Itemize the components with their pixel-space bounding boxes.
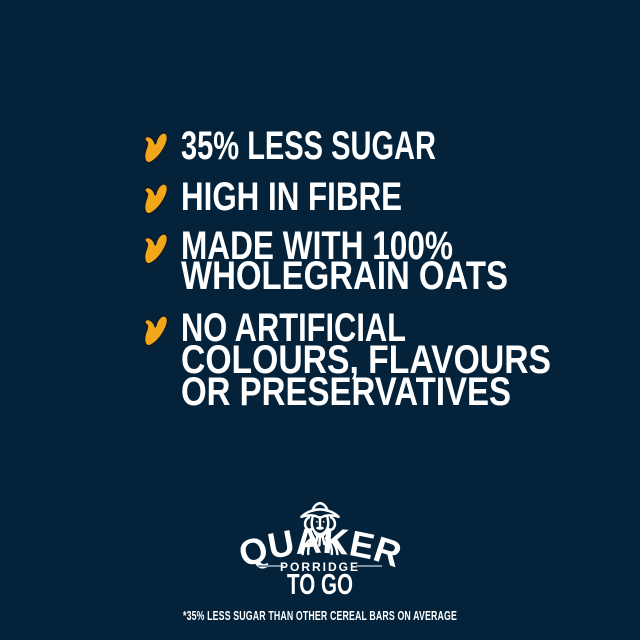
svg-text:OR PRESERVATIVES: OR PRESERVATIVES xyxy=(181,368,511,413)
svg-text:HIGH IN FIBRE: HIGH IN FIBRE xyxy=(181,173,402,218)
svg-text:*35% LESS SUGAR THAN OTHER CER: *35% LESS SUGAR THAN OTHER CEREAL BARS O… xyxy=(183,609,457,623)
svg-text:WHOLEGRAIN OATS: WHOLEGRAIN OATS xyxy=(181,252,508,297)
svg-text:35% LESS SUGAR: 35% LESS SUGAR xyxy=(181,122,436,167)
svg-text:TO GO: TO GO xyxy=(287,569,353,600)
